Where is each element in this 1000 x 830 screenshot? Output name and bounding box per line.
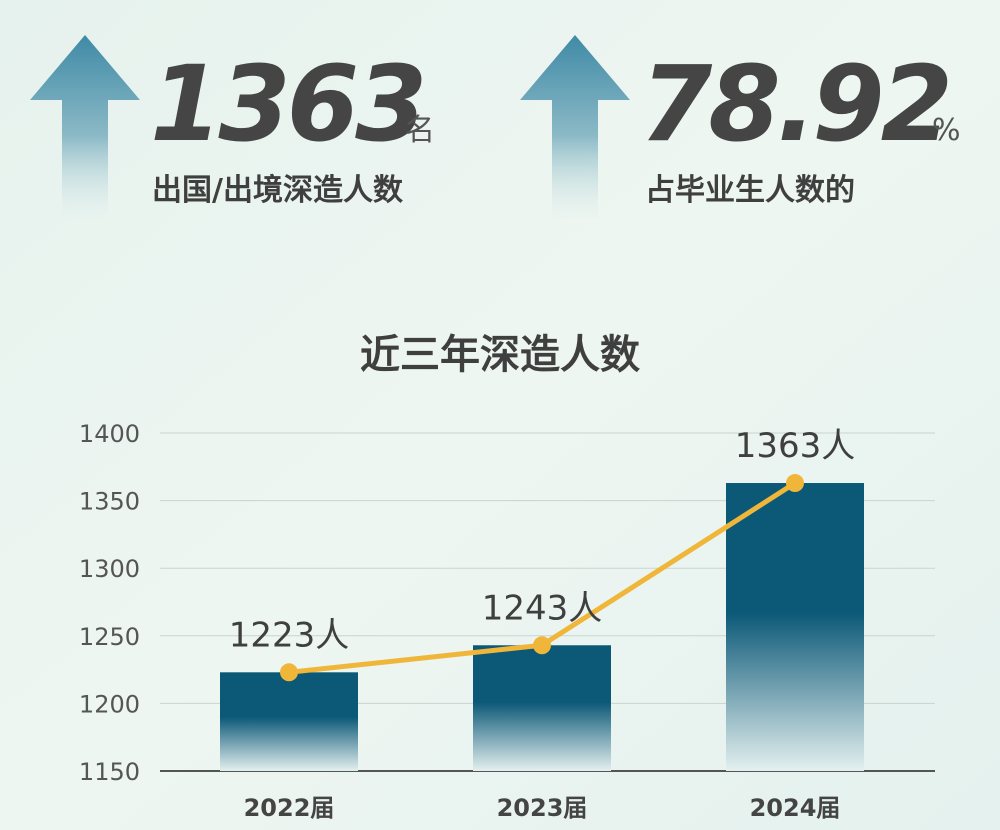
- data-label: 1363人: [735, 426, 856, 466]
- line-point: [280, 663, 298, 682]
- stat-unit: 名: [405, 113, 435, 148]
- stat-value: 78.92: [640, 43, 949, 165]
- y-tick-label: 1150: [79, 758, 140, 786]
- bar: [220, 672, 358, 771]
- arrow-icon: [520, 35, 630, 218]
- data-label: 1223人: [229, 615, 350, 655]
- x-tick-label: 2023届: [497, 794, 588, 822]
- chart-title: 近三年深造人数: [360, 332, 640, 378]
- y-tick-label: 1300: [79, 555, 140, 583]
- y-tick-label: 1400: [79, 420, 140, 448]
- arrow-icon: [30, 35, 140, 218]
- stat-unit: %: [932, 113, 961, 148]
- x-tick-label: 2024届: [750, 794, 841, 822]
- bar: [473, 645, 611, 771]
- y-tick-label: 1350: [79, 488, 140, 516]
- stat-label: 出国/出境深造人数: [152, 173, 404, 208]
- stat-value: 1363: [150, 43, 423, 165]
- y-tick-label: 1200: [79, 690, 140, 718]
- bar: [726, 483, 864, 771]
- x-tick-label: 2022届: [244, 794, 335, 822]
- data-label: 1243人: [482, 588, 603, 628]
- stat-label: 占毕业生人数的: [645, 173, 855, 208]
- y-tick-label: 1250: [79, 623, 140, 651]
- line-point: [786, 474, 804, 493]
- line-point: [533, 636, 551, 655]
